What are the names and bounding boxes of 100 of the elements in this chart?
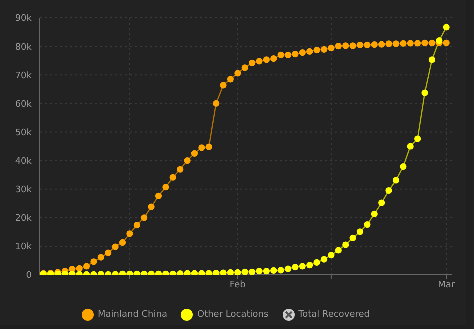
point bbox=[284, 266, 292, 272]
y-tick-label: 0 bbox=[26, 271, 32, 282]
point bbox=[206, 144, 212, 150]
point bbox=[422, 90, 428, 96]
point bbox=[306, 262, 314, 269]
y-tick-label: 10k bbox=[15, 242, 33, 253]
point bbox=[392, 177, 400, 184]
point bbox=[90, 258, 98, 266]
y-tick-label: 90k bbox=[15, 14, 33, 24]
point bbox=[177, 166, 184, 173]
point bbox=[342, 242, 350, 248]
point bbox=[83, 263, 90, 270]
point bbox=[256, 268, 263, 275]
point bbox=[105, 250, 112, 256]
point bbox=[386, 40, 392, 48]
point bbox=[213, 270, 220, 275]
point bbox=[227, 76, 234, 83]
point bbox=[335, 247, 342, 254]
point bbox=[284, 52, 292, 58]
point bbox=[198, 270, 206, 275]
point bbox=[220, 270, 227, 275]
point bbox=[443, 40, 450, 46]
point bbox=[184, 157, 191, 164]
point bbox=[314, 259, 320, 266]
point bbox=[407, 143, 414, 150]
legend-label: Other Locations bbox=[197, 310, 269, 320]
point bbox=[126, 230, 134, 238]
point bbox=[378, 200, 386, 206]
point bbox=[428, 56, 436, 64]
point bbox=[364, 221, 371, 228]
point bbox=[155, 192, 162, 200]
point bbox=[170, 174, 176, 181]
point bbox=[256, 58, 263, 65]
y-tick-label: 30k bbox=[15, 186, 33, 196]
x-tick-label: Mar bbox=[438, 280, 456, 290]
point bbox=[270, 267, 278, 274]
point bbox=[242, 64, 248, 72]
point bbox=[328, 44, 335, 52]
point bbox=[292, 264, 299, 271]
y-tick-label: 70k bbox=[15, 71, 33, 82]
point bbox=[392, 40, 400, 48]
y-tick-label: 20k bbox=[15, 214, 33, 224]
point bbox=[206, 270, 212, 275]
point bbox=[320, 256, 328, 263]
point bbox=[356, 42, 364, 48]
point bbox=[292, 50, 299, 58]
point bbox=[443, 24, 450, 31]
point bbox=[191, 150, 198, 157]
y-tick-label: 60k bbox=[15, 100, 33, 110]
point bbox=[356, 228, 364, 236]
point bbox=[76, 265, 83, 272]
point bbox=[227, 269, 234, 275]
point bbox=[278, 52, 284, 58]
point bbox=[350, 42, 356, 50]
x-tick-label: Feb bbox=[230, 280, 246, 290]
point bbox=[263, 268, 270, 275]
y-tick-label: 50k bbox=[15, 128, 33, 138]
point bbox=[306, 48, 314, 55]
point bbox=[213, 100, 220, 107]
point bbox=[148, 204, 155, 210]
point bbox=[386, 187, 392, 194]
legend-label: Total Recovered bbox=[298, 310, 370, 320]
point bbox=[335, 42, 342, 50]
point bbox=[263, 56, 270, 64]
point bbox=[378, 41, 386, 48]
point bbox=[364, 42, 371, 48]
point bbox=[220, 82, 227, 89]
point bbox=[414, 40, 422, 47]
point bbox=[371, 42, 378, 48]
point bbox=[414, 136, 422, 142]
point bbox=[350, 234, 356, 242]
point bbox=[184, 270, 191, 275]
point bbox=[248, 268, 256, 275]
point bbox=[314, 46, 320, 54]
point bbox=[98, 254, 104, 261]
point bbox=[428, 40, 436, 46]
point bbox=[407, 40, 414, 47]
point bbox=[278, 267, 284, 274]
point bbox=[299, 50, 306, 56]
point bbox=[242, 268, 248, 275]
point bbox=[400, 163, 407, 170]
point bbox=[162, 184, 170, 191]
point bbox=[299, 263, 306, 270]
point bbox=[400, 40, 407, 47]
point bbox=[234, 70, 242, 77]
point bbox=[234, 269, 242, 275]
point bbox=[371, 210, 378, 218]
point bbox=[119, 239, 126, 246]
point bbox=[134, 222, 140, 229]
point bbox=[328, 252, 335, 259]
point bbox=[198, 144, 206, 152]
point bbox=[248, 60, 256, 66]
point bbox=[112, 244, 119, 250]
point bbox=[320, 46, 328, 53]
legend-label: Mainland China bbox=[98, 310, 168, 320]
y-tick-label: 40k bbox=[15, 156, 33, 167]
y-tick-label: 80k bbox=[15, 42, 33, 53]
point bbox=[270, 56, 278, 62]
point bbox=[342, 42, 350, 50]
point bbox=[141, 214, 148, 222]
